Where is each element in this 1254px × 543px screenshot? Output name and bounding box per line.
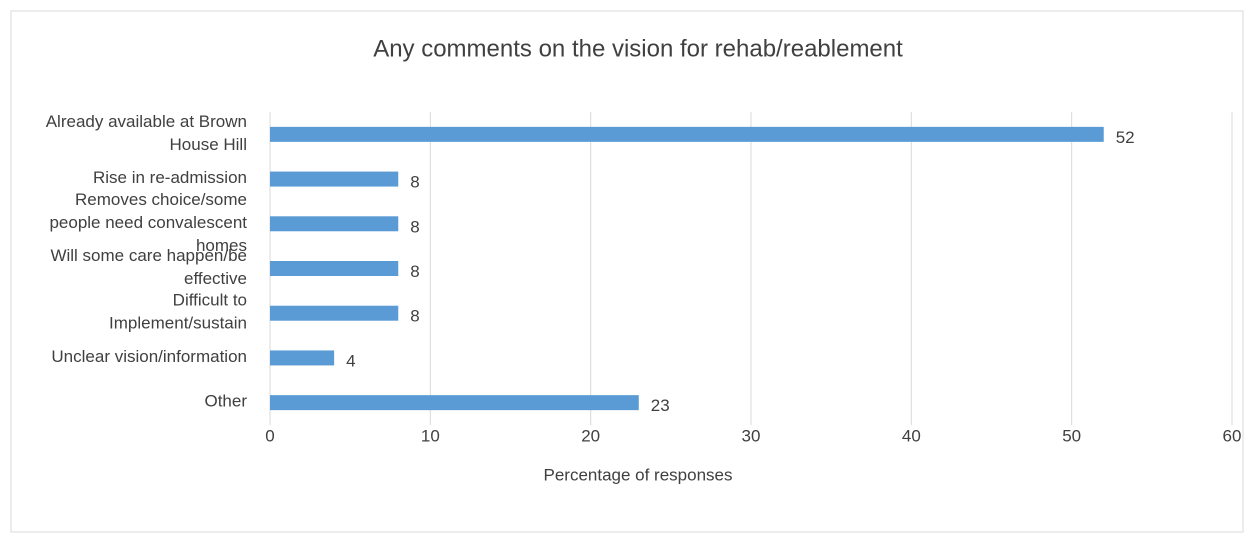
data-label: 4 xyxy=(346,351,355,370)
bar xyxy=(270,395,639,411)
y-tick-label: Already available at Brown House Hill xyxy=(46,112,247,154)
bar xyxy=(270,126,1104,142)
y-tick-label: Rise in re-admission xyxy=(93,169,247,188)
chart-title: Any comments on the vision for rehab/rea… xyxy=(373,35,903,62)
y-tick-label-line: Removes choice/some xyxy=(75,190,247,209)
data-label: 52 xyxy=(1116,128,1135,147)
data-label: 8 xyxy=(410,307,419,326)
y-tick-label-line: people need convalescent xyxy=(49,213,247,232)
y-tick-label-line: Will some care happen/be xyxy=(50,246,247,265)
y-tick-label-line: Already available at Brown xyxy=(46,112,247,131)
y-tick-label-line: Rise in re-admission xyxy=(93,169,247,188)
x-axis-title: Percentage of responses xyxy=(543,465,732,484)
x-tick-label: 0 xyxy=(265,426,274,445)
y-tick-label-line: Other xyxy=(204,392,247,411)
y-tick-label-line: Unclear vision/information xyxy=(51,347,247,366)
y-tick-label-line: House Hill xyxy=(170,135,247,154)
data-label: 8 xyxy=(410,173,419,192)
data-label: 8 xyxy=(410,217,419,236)
data-label: 23 xyxy=(651,396,670,415)
bar xyxy=(270,261,399,276)
chart-border xyxy=(10,10,1244,533)
bar xyxy=(270,350,335,366)
x-tick-label: 10 xyxy=(421,426,440,445)
y-tick-label-line: Difficult to xyxy=(173,291,247,310)
y-tick-label: Other xyxy=(204,392,247,411)
y-tick-label-line: Implement/sustain xyxy=(109,314,247,333)
x-tick-label: 20 xyxy=(581,426,600,445)
bar xyxy=(270,305,399,321)
x-tick-label: 60 xyxy=(1223,426,1242,445)
y-tick-label: Unclear vision/information xyxy=(51,347,247,366)
y-tick-label-line: effective xyxy=(184,269,247,288)
x-tick-label: 50 xyxy=(1062,426,1081,445)
x-tick-label: 30 xyxy=(742,426,761,445)
x-tick-label: 40 xyxy=(902,426,921,445)
y-tick-label: Difficult to Implement/sustain xyxy=(109,291,247,333)
y-tick-label-line: homes xyxy=(196,236,247,255)
y-tick-label: Will some care happen/be effective xyxy=(50,246,247,288)
bar xyxy=(270,216,399,232)
y-tick-label: Removes choice/some people need convalesc… xyxy=(49,190,247,255)
data-label: 8 xyxy=(410,262,419,281)
bar xyxy=(270,171,399,187)
